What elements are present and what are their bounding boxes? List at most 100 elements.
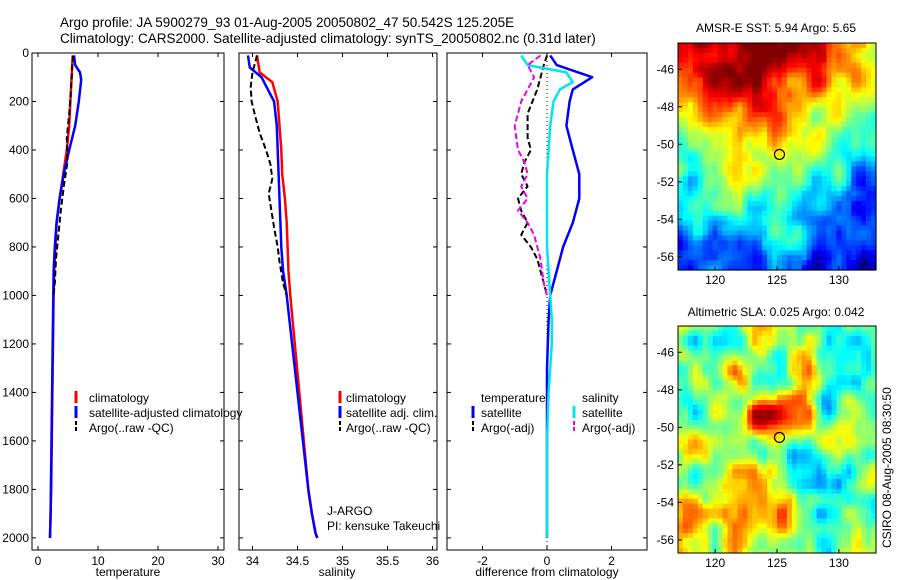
sst-map-cell [861, 200, 867, 207]
sla-map-xtick-label: 125 [767, 556, 787, 570]
sla-map-cell [861, 355, 867, 362]
sst-map-cell [772, 215, 778, 222]
sla-map-cell [781, 464, 788, 470]
sla-map-cell [796, 449, 803, 455]
sla-map-cell [772, 414, 778, 421]
sst-map-cell [697, 72, 704, 79]
sla-map-cell [722, 528, 729, 534]
sla-map-cell [687, 543, 694, 549]
sla-map-cell [821, 400, 828, 406]
sla-map-cell [831, 464, 837, 470]
sst-map-cell [856, 186, 862, 192]
sla-map-cell [747, 390, 753, 396]
sst-map-cell [796, 220, 803, 227]
sla-map-cell [816, 355, 823, 362]
sst-map-cell [687, 235, 694, 241]
sla-map-cell [747, 424, 753, 431]
sla-map-cell [752, 513, 758, 520]
sla-map-ytick-label: -54 [657, 495, 675, 509]
sst-map-cell [811, 112, 818, 118]
sla-map-cell [866, 419, 872, 426]
sla-map-cell [791, 365, 798, 372]
legend-label-sal-argo: Argo(-adj) [582, 421, 635, 435]
sla-map-cell [871, 449, 877, 455]
sla-map-cell [856, 469, 862, 475]
sst-map-cell [791, 117, 798, 123]
sla-map-cell [826, 385, 833, 391]
sst-map-cell [742, 230, 748, 237]
sla-map-cell [871, 444, 877, 450]
sla-map-cell [762, 474, 768, 480]
sst-map-cell [702, 260, 709, 266]
sst-map-cell [791, 92, 798, 98]
sla-map-cell [678, 548, 684, 554]
sst-map-cell [762, 260, 768, 266]
sst-map-cell [712, 186, 719, 192]
sst-map-cell [791, 82, 798, 89]
sla-map-xtick-label: 120 [705, 556, 725, 570]
sst-map-cell [692, 121, 699, 128]
sst-map-cell [826, 265, 833, 271]
sla-map-cell [861, 528, 867, 534]
sst-map-cell [767, 250, 773, 256]
sla-map-cell [801, 380, 808, 386]
sla-map-cell [762, 355, 768, 362]
sla-map-cell [846, 533, 852, 539]
sla-map-cell [836, 385, 842, 391]
sla-map-cell [811, 370, 818, 376]
sst-map-cell [762, 265, 768, 271]
sst-map-cell [752, 210, 758, 217]
sla-map-cell [757, 326, 763, 332]
sla-map-cell [687, 380, 694, 386]
sst-map-cell [851, 151, 857, 158]
sst-map-cell [697, 255, 704, 261]
sst-map-cell [846, 215, 852, 222]
sla-map-cell [682, 395, 689, 401]
sla-map-cell [806, 355, 813, 362]
sst-map-cell [836, 141, 842, 148]
sst-map-cell [712, 146, 719, 153]
sst-map-cell [781, 191, 788, 197]
sla-map-cell [712, 523, 719, 529]
sst-map-cell [732, 225, 738, 232]
sst-map-cell [687, 52, 694, 59]
sla-map-cell [786, 483, 793, 490]
sst-map-cell [826, 47, 833, 54]
sla-map-cell [678, 488, 684, 495]
sst-map-cell [831, 43, 837, 49]
sla-map-cell [851, 498, 857, 505]
sst-map-cell [752, 126, 758, 133]
sst-map-cell [781, 146, 788, 153]
sla-map-cell [841, 330, 847, 337]
sst-map-cell [772, 255, 778, 261]
sla-map-cell [692, 395, 699, 401]
sla-map-cell [752, 478, 758, 485]
sla-map-cell [821, 469, 828, 475]
sst-map-cell [707, 181, 714, 187]
sla-map-cell [687, 444, 694, 450]
sst-map-cell [727, 52, 734, 59]
sla-map-cell [846, 395, 852, 401]
sla-map-cell [791, 370, 798, 376]
sst-map-cell [777, 72, 783, 79]
sla-map-cell [836, 464, 842, 470]
sla-map-cell [856, 493, 862, 500]
sst-map-cell [742, 191, 748, 197]
sla-map-cell [692, 385, 699, 391]
sst-map-cell [806, 72, 813, 79]
sla-map-cell [861, 459, 867, 465]
sst-map-cell [841, 102, 847, 108]
sst-map-cell [871, 220, 877, 227]
sst-map-cell [767, 225, 773, 232]
sla-map-cell [707, 474, 714, 480]
sla-map-cell [727, 444, 734, 450]
sla-map-cell [821, 513, 828, 520]
sla-map-cell [702, 459, 709, 465]
sst-map-cell [841, 47, 847, 54]
sst-map-cell [866, 126, 872, 133]
sla-map-cell [821, 503, 828, 510]
sla-map-cell [702, 395, 709, 401]
sla-map-cell [811, 483, 818, 490]
sst-map-cell [762, 225, 768, 232]
sla-map-cell [821, 335, 828, 342]
